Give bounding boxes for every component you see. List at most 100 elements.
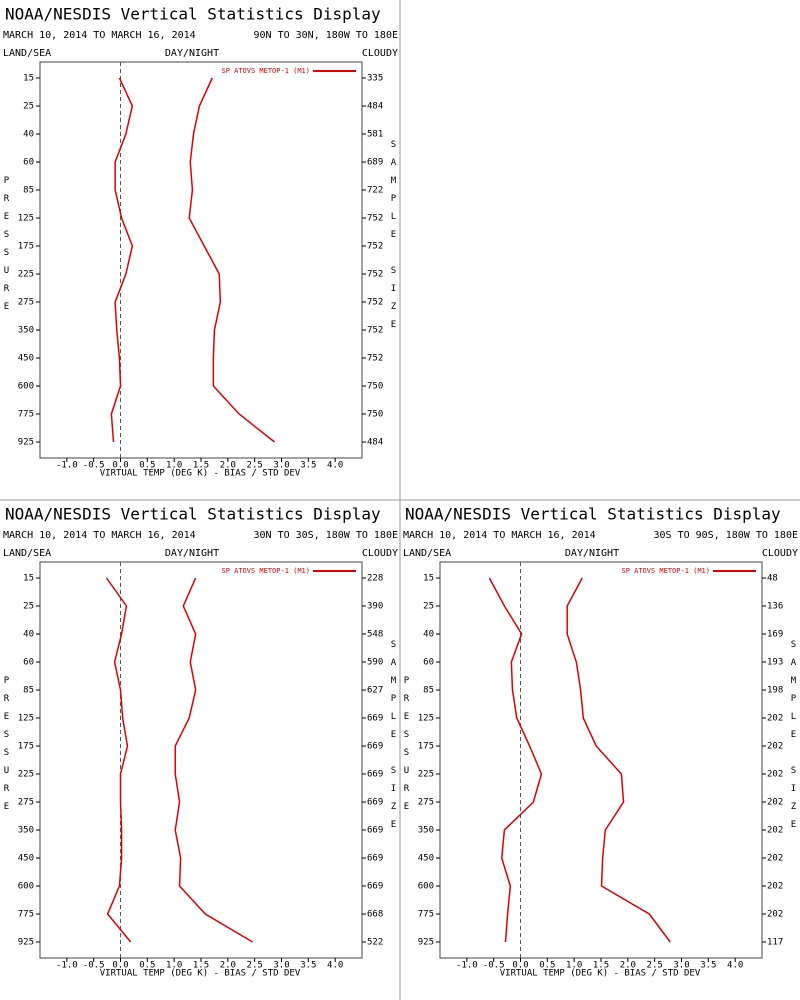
y-tick-label: 175 (18, 742, 34, 752)
land-sea-label: LAND/SEA (3, 548, 51, 559)
chart-panel: NOAA/NESDIS Vertical Statistics Display M… (402, 505, 799, 979)
sample-size-label: 202 (767, 826, 783, 836)
sample-size-label: 750 (367, 410, 383, 420)
sample-size-label: 669 (367, 770, 383, 780)
y-tick-label: 60 (23, 158, 34, 168)
y-tick-label: 175 (18, 242, 34, 252)
sample-size-label: 48 (767, 574, 778, 584)
sample-size-label: 202 (767, 882, 783, 892)
y-tick-label: 925 (18, 438, 34, 448)
y-tick-label: 15 (23, 574, 34, 584)
y-tick-label: 225 (18, 770, 34, 780)
sample-size-label: 669 (367, 714, 383, 724)
sample-size-label: 202 (767, 742, 783, 752)
y-tick-label: 350 (18, 826, 34, 836)
y-tick-label: 925 (18, 938, 34, 948)
x-tick-label: -0.5 (83, 461, 105, 471)
x-tick-label: -0.5 (83, 961, 105, 971)
y2-axis-label: SAMPLE SIZE (789, 640, 799, 838)
y-tick-label: 40 (23, 630, 34, 640)
y2-axis-label: SAMPLE SIZE (389, 640, 399, 838)
date-range: MARCH 10, 2014 TO MARCH 16, 2014 (3, 30, 196, 41)
y-tick-label: 175 (418, 742, 434, 752)
y-tick-label: 125 (18, 714, 34, 724)
x-tick-label: 2.5 (247, 961, 263, 971)
x-axis-label: VIRTUAL TEMP (DEG K) - BIAS / STD DEV (100, 969, 301, 979)
land-sea-label: LAND/SEA (3, 48, 51, 59)
y-tick-label: 600 (18, 882, 34, 892)
y-tick-label: 15 (23, 74, 34, 84)
sample-size-label: 590 (367, 658, 383, 668)
y-tick-label: 600 (18, 382, 34, 392)
sample-size-label: 484 (367, 102, 383, 112)
x-axis-label: VIRTUAL TEMP (DEG K) - BIAS / STD DEV (500, 969, 701, 979)
y-tick-label: 225 (418, 770, 434, 780)
sample-size-label: 752 (367, 298, 383, 308)
x-tick-label: 2.5 (647, 961, 663, 971)
y-tick-label: 15 (423, 574, 434, 584)
x-tick-label: 0.0 (112, 961, 128, 971)
sample-size-label: 198 (767, 686, 783, 696)
sample-size-label: 581 (367, 130, 383, 140)
sample-size-label: 752 (367, 270, 383, 280)
y-tick-label: 125 (418, 714, 434, 724)
y-tick-label: 450 (418, 854, 434, 864)
sample-size-label: 390 (367, 602, 383, 612)
sample-size-label: 669 (367, 882, 383, 892)
y-tick-label: 775 (18, 910, 34, 920)
sample-size-label: 669 (367, 798, 383, 808)
sample-size-label: 668 (367, 910, 383, 920)
y-tick-label: 25 (23, 102, 34, 112)
y-tick-label: 25 (423, 602, 434, 612)
y-axis-label: PRESSURE (2, 676, 12, 820)
x-tick-label: 1.5 (193, 461, 209, 471)
day-night-label: DAY/NIGHT (565, 548, 619, 559)
y-tick-label: 275 (18, 298, 34, 308)
x-tick-label: 2.0 (220, 461, 236, 471)
sample-size-label: 136 (767, 602, 783, 612)
y-tick-label: 275 (18, 798, 34, 808)
y-tick-label: 125 (18, 214, 34, 224)
x-tick-label: 0.0 (112, 461, 128, 471)
sample-size-label: 522 (367, 938, 383, 948)
sample-size-label: 484 (367, 438, 383, 448)
sample-size-label: 202 (767, 714, 783, 724)
x-tick-label: 3.0 (273, 461, 289, 471)
x-tick-label: 3.0 (673, 961, 689, 971)
region: 30S TO 90S, 180W TO 180E (654, 530, 799, 541)
chart-panel: NOAA/NESDIS Vertical Statistics Display M… (2, 5, 399, 479)
land-sea-label: LAND/SEA (403, 548, 451, 559)
y-axis-label: PRESSURE (402, 676, 412, 820)
y-tick-label: 85 (423, 686, 434, 696)
x-tick-label: -1.0 (56, 961, 78, 971)
sample-size-label: 627 (367, 686, 383, 696)
x-tick-label: 3.5 (300, 961, 316, 971)
cloudy-label: CLOUDY (362, 48, 398, 59)
x-tick-label: 1.0 (166, 461, 182, 471)
sample-size-label: 722 (367, 186, 383, 196)
chart-title: NOAA/NESDIS Vertical Statistics Display (405, 505, 781, 524)
x-tick-label: 4.0 (727, 961, 743, 971)
y-tick-label: 350 (18, 326, 34, 336)
sample-size-label: 752 (367, 242, 383, 252)
chart-panel: NOAA/NESDIS Vertical Statistics Display M… (2, 505, 399, 979)
profile-line (174, 577, 253, 943)
sample-size-label: 669 (367, 742, 383, 752)
profile-line (488, 577, 543, 943)
y-tick-label: 275 (418, 798, 434, 808)
y-tick-label: 450 (18, 354, 34, 364)
sample-size-label: 750 (367, 382, 383, 392)
sample-size-label: 689 (367, 158, 383, 168)
profile-line (105, 577, 132, 943)
y-tick-label: 225 (18, 270, 34, 280)
region: 90N TO 30N, 180W TO 180E (254, 30, 399, 41)
sample-size-label: 669 (367, 854, 383, 864)
legend-label: SP ATOVS METOP-1 (M1) (221, 67, 310, 75)
x-tick-label: 1.0 (566, 961, 582, 971)
y-tick-label: 775 (18, 410, 34, 420)
sample-size-label: 669 (367, 826, 383, 836)
day-night-label: DAY/NIGHT (165, 48, 219, 59)
chart-title: NOAA/NESDIS Vertical Statistics Display (5, 5, 381, 24)
x-tick-label: 0.0 (512, 961, 528, 971)
